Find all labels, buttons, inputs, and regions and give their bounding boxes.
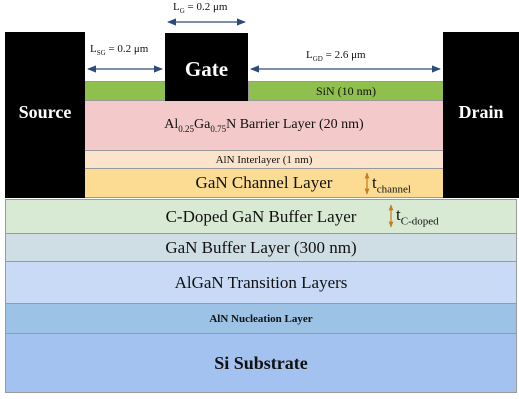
source-gate-spacing-label: LSG = 0.2 μm	[90, 43, 149, 58]
source-electrode: Source	[5, 32, 85, 198]
algan-barrier-layer: Al0.25Ga0.75N Barrier Layer (20 nm)	[84, 100, 444, 151]
gan-channel-layer-label: GaN Channel Layer	[195, 173, 333, 192]
drain-label: Drain	[458, 102, 504, 122]
drain-electrode: Drain	[443, 32, 519, 198]
sin-passivation-layer: SiN (10 nm)	[248, 81, 444, 101]
gan-channel-layer: GaN Channel Layer	[84, 168, 444, 198]
gate-drain-spacing-label: LGD = 2.6 μm	[306, 49, 366, 64]
gan-buffer-layer: GaN Buffer Layer (300 nm)	[5, 233, 517, 262]
channel-thickness-label: tchannel	[372, 173, 411, 196]
si-substrate: Si Substrate	[5, 333, 517, 393]
si-substrate-label: Si Substrate	[214, 352, 308, 373]
c-doped-thickness-label: tC-doped	[396, 205, 439, 228]
algan-barrier-layer-label: Al0.25Ga0.75N Barrier Layer (20 nm)	[164, 117, 364, 134]
gate-length-label: LG = 0.2 μm	[173, 1, 228, 16]
gate-electrode: Gate	[165, 33, 248, 101]
gate-label: Gate	[184, 57, 229, 81]
gan-buffer-layer-label: GaN Buffer Layer (300 nm)	[165, 237, 357, 257]
aln-nucleation-layer-label: AlN Nucleation Layer	[209, 312, 313, 325]
source-label: Source	[18, 102, 72, 122]
algan-transition-layers-label: AlGaN Transition Layers	[174, 272, 348, 292]
c-doped-buffer-layer: C-Doped GaN Buffer Layer	[5, 199, 517, 234]
aln-interlayer-label: AlN Interlayer (1 nm)	[215, 153, 313, 166]
sin-passivation-layer-label: SiN (10 nm)	[316, 83, 376, 98]
c-doped-buffer-layer-label: C-Doped GaN Buffer Layer	[165, 206, 357, 226]
